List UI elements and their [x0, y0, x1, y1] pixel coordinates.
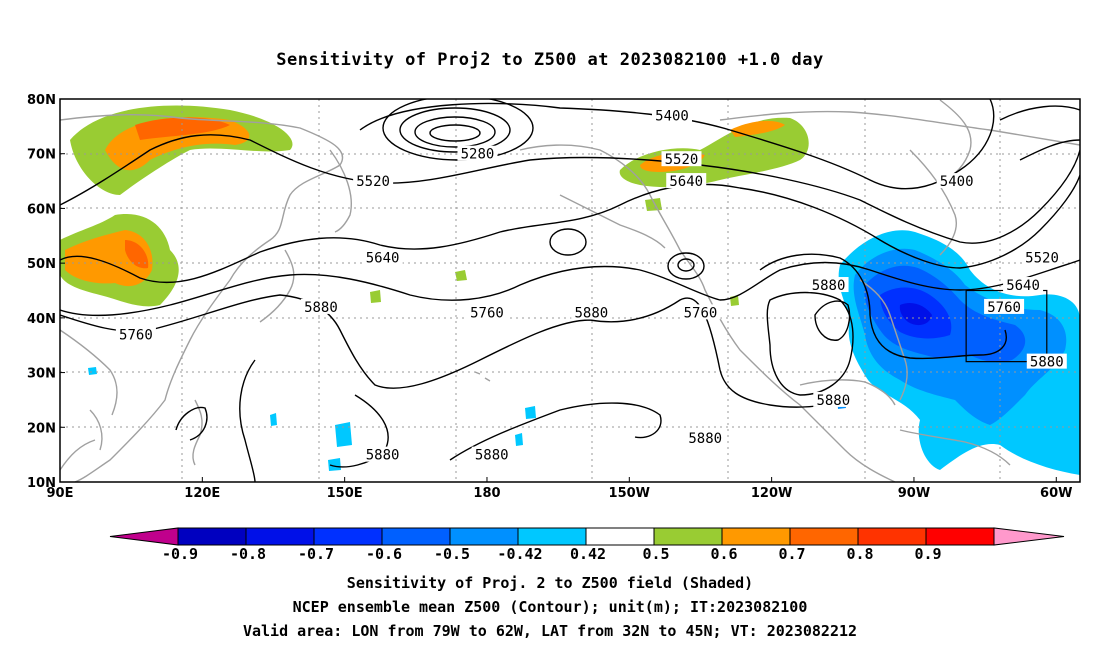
colorbar-label: 0.42	[570, 545, 606, 563]
lat-tick-label: 80N	[27, 93, 56, 108]
contour-label-bg	[685, 430, 726, 446]
colorbar-label: -0.7	[298, 545, 334, 563]
colorbar-swatch	[517, 527, 587, 546]
contour-label-bg	[1026, 353, 1067, 369]
colorbar-label: 0.6	[710, 545, 737, 563]
contour-label: 5640	[1006, 278, 1040, 294]
colorbar-label: 0.8	[846, 545, 873, 563]
sensitivity-shading	[60, 105, 1080, 475]
contour-label: 5880	[816, 393, 850, 409]
contour-label: 5880	[1030, 355, 1064, 371]
contour-label: 5520	[1025, 251, 1059, 267]
contour-label: 5880	[574, 305, 608, 321]
contour-label: 5520	[356, 174, 390, 190]
contour-label: 5760	[119, 327, 153, 343]
contour-label-bg	[666, 173, 707, 189]
caption-line-1: Sensitivity of Proj. 2 to Z500 field (Sh…	[346, 574, 754, 592]
contour-label-bg	[813, 391, 854, 407]
lon-tick-label: 120E	[184, 486, 220, 501]
colorbar-label: 0.9	[914, 545, 941, 563]
lat-axis: 80N 70N 60N 50N 40N 30N 20N 10N	[27, 93, 65, 491]
caption-line-3: Valid area: LON from 79W to 62W, LAT fro…	[242, 622, 858, 640]
contour-label-bg	[661, 151, 702, 167]
colorbar-swatch	[245, 527, 315, 546]
contour-label: 5400	[655, 108, 689, 124]
contour-label-bg	[571, 304, 612, 320]
contour-label-bg	[362, 446, 403, 462]
lat-tick-label: 10N	[27, 476, 56, 491]
lat-tick-label: 40N	[27, 312, 56, 327]
z500-contours	[60, 99, 1080, 482]
lat-tick-label: 50N	[27, 257, 56, 272]
contour-label: 5640	[669, 174, 703, 190]
contour-label-bg	[1003, 277, 1044, 293]
contour-label-bg	[300, 298, 341, 314]
contour-label: 5520	[665, 152, 699, 168]
colorbar-swatch	[721, 527, 791, 546]
lon-axis: 90E 120E 150E 180 150W 120W 90W 60W	[47, 477, 1072, 501]
contour-label: 5880	[475, 448, 509, 464]
lon-tick-label: 150W	[609, 486, 650, 501]
colorbar-high-arrow	[993, 527, 1065, 546]
colorbar-label: -0.9	[162, 545, 198, 563]
lat-tick-label: 70N	[27, 148, 56, 163]
contour-label-bg	[936, 173, 977, 189]
colorbar-swatch	[313, 527, 383, 546]
colorbar-label: 0.5	[642, 545, 669, 563]
contour-label-bg	[362, 249, 403, 265]
contour-label-bg	[1022, 249, 1063, 265]
colorbar-label: -0.8	[230, 545, 266, 563]
contour-label: 5880	[304, 300, 338, 316]
map-title: Sensitivity of Proj2 to Z500 at 20230821…	[276, 50, 824, 70]
colorbar-swatch	[653, 527, 723, 546]
colorbar-label: 0.7	[778, 545, 805, 563]
lon-tick-label: 60W	[1040, 486, 1072, 501]
contour-label-bg	[652, 107, 692, 123]
colorbar-swatch	[857, 527, 927, 546]
contour-label-bg	[471, 446, 512, 462]
colorbar-label: -0.5	[434, 545, 470, 563]
lon-tick-label: 90W	[898, 486, 930, 501]
colorbar-swatch	[789, 527, 859, 546]
colorbar-low-arrow	[109, 527, 179, 546]
contour-label: 5760	[684, 305, 718, 321]
contour-label: 5760	[470, 305, 504, 321]
colorbar-label: -0.42	[497, 545, 542, 563]
lon-tick-label: 150E	[327, 486, 363, 501]
contour-label: 5880	[688, 431, 722, 447]
contour-label-bg	[115, 326, 156, 342]
contour-labels: 5400 5280 5520 5640 5520 5400 5640 5520 5640 5880…	[115, 107, 1067, 464]
contour-label-bg	[353, 173, 394, 189]
contour-label: 5760	[987, 300, 1021, 316]
colorbar-label: -0.6	[366, 545, 402, 563]
caption-line-2: NCEP ensemble mean Z500 (Contour); unit(…	[292, 598, 808, 616]
contour-label-bg	[466, 304, 507, 320]
colorbar-swatch	[585, 527, 655, 546]
lon-tick-label: 180	[473, 486, 500, 501]
grid-lines	[60, 99, 1080, 482]
colorbar-swatch	[381, 527, 451, 546]
lon-tick-label: 120W	[751, 486, 792, 501]
map-frame	[59, 98, 1081, 483]
colorbar-swatch	[177, 527, 247, 546]
colorbar-swatch	[925, 527, 995, 546]
lat-tick-label: 30N	[27, 367, 56, 382]
contour-label: 5280	[461, 147, 495, 163]
lat-tick-label: 60N	[27, 202, 56, 217]
contour-label-bg	[680, 304, 721, 320]
lat-tick-label: 20N	[27, 421, 56, 436]
contour-label-bg	[457, 145, 498, 161]
contour-label: 5880	[366, 448, 400, 464]
lon-tick-label: 90E	[47, 486, 74, 501]
colorbar: -0.9 -0.8 -0.7 -0.6 -0.5 -0.42 0.42 0.5 0.6 0.7 0.…	[109, 527, 1065, 563]
contour-label: 5400	[940, 174, 974, 190]
colorbar-swatch	[449, 527, 519, 546]
contour-label: 5880	[812, 278, 846, 294]
contour-label-bg	[984, 298, 1025, 314]
contour-label: 5640	[366, 251, 400, 267]
contour-label-bg	[808, 277, 849, 293]
